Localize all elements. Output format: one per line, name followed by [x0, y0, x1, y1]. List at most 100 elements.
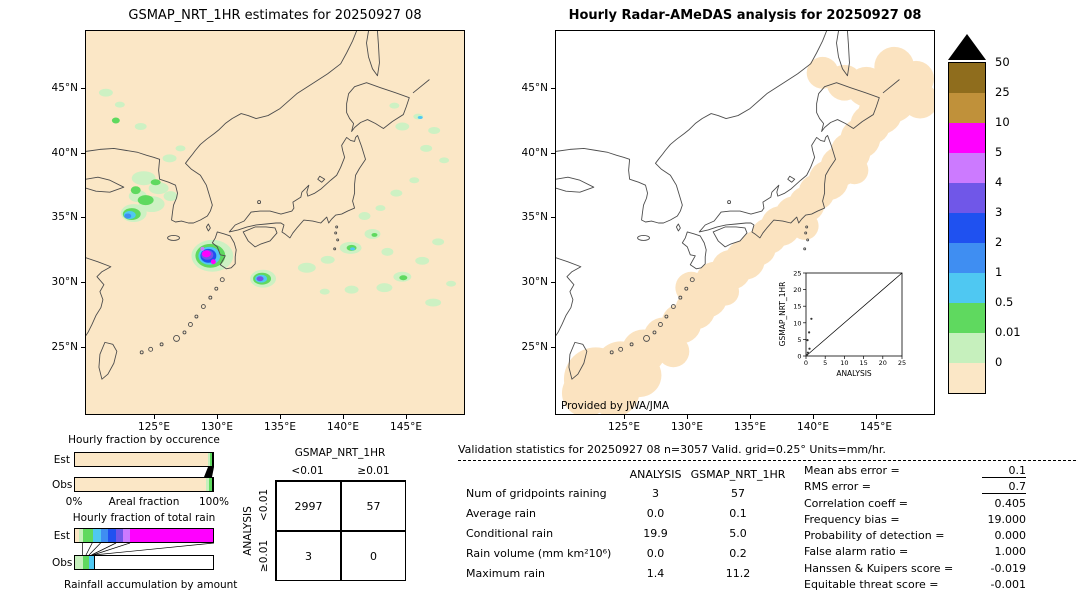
total-obs-bar — [74, 555, 214, 570]
bar-segment — [211, 478, 213, 491]
tick-mark — [154, 415, 155, 419]
colorbar-swatch — [949, 363, 985, 393]
tick-mark — [217, 415, 218, 419]
lon-label: 130°E — [671, 421, 703, 433]
colorbar-swatch — [949, 303, 985, 333]
colorbar-label: 4 — [995, 175, 1003, 189]
colorbar-label: 0 — [995, 355, 1003, 369]
stat-row-label: Average rain — [466, 506, 536, 520]
bar-segment — [208, 478, 212, 491]
tick-mark — [687, 415, 688, 419]
est-row-label: Est — [53, 454, 70, 466]
accumulation-caption: Rainfall accumulation by amount — [64, 579, 238, 591]
tick-mark — [551, 88, 555, 89]
svg-text:10: 10 — [840, 359, 848, 367]
score-label: False alarm ratio = — [804, 545, 909, 559]
stat-analysis-value: 19.9 — [643, 526, 668, 540]
colorbar-swatch — [949, 273, 985, 303]
bar-segment — [130, 529, 213, 542]
stats-title: Validation statistics for 20250927 08 n=… — [458, 443, 886, 456]
stat-line: Hanssen & Kuipers score = -0.019 — [804, 562, 1076, 578]
stat-row-label: Conditional rain — [466, 526, 554, 540]
contingency-col-header: <0.01 — [291, 465, 324, 477]
fraction-charts: Hourly fraction by occurence Est Obs 0% … — [52, 432, 237, 610]
svg-text:0: 0 — [797, 353, 801, 361]
stat-line: Frequency bias = 19.000 — [804, 513, 1076, 529]
score-value: 0.405 — [994, 496, 1027, 510]
tick-mark — [81, 88, 85, 89]
score-label: Frequency bias = — [804, 512, 900, 526]
bar-segment — [101, 529, 109, 542]
colorbar-label: 3 — [995, 205, 1003, 219]
inset-points — [805, 317, 813, 357]
lon-label: 130°E — [201, 421, 233, 433]
radar-amedas-map-panel: Hourly Radar-AMeDAS analysis for 2025092… — [522, 8, 935, 433]
bar-segment — [108, 529, 117, 542]
gsmap-rain-field — [98, 88, 457, 307]
svg-text:25: 25 — [898, 359, 906, 367]
stat-gsmap-value: 5.0 — [729, 526, 747, 540]
colorbar-swatch — [949, 333, 985, 363]
colorbar-label: 0.01 — [995, 325, 1021, 339]
bar-segment — [92, 529, 102, 542]
colorbar-swatch — [949, 183, 985, 213]
dashed-rule — [458, 460, 1076, 461]
bar-segment — [209, 453, 212, 466]
score-label: Correlation coeff = — [804, 496, 908, 510]
bar-segment — [75, 478, 207, 491]
lat-label: 40°N — [51, 147, 78, 159]
score-list: Mean abs error = 0.1 RMS error = 0.7 Cor… — [788, 463, 1076, 594]
bar-segment — [83, 529, 93, 542]
score-label: Equitable threat score = — [804, 578, 939, 592]
bar-segment — [75, 556, 84, 569]
bar-segment — [123, 529, 131, 542]
contingency-cell: 57 — [341, 481, 406, 531]
tick-mark — [81, 347, 85, 348]
colorbar-label: 25 — [995, 85, 1010, 99]
bar-segment — [75, 529, 80, 542]
obs-row-label: Obs — [52, 557, 73, 569]
total-est-bar — [74, 528, 214, 543]
radar-rain-map-svg — [556, 31, 934, 414]
bar-segment — [208, 453, 210, 466]
svg-text:15: 15 — [793, 303, 801, 311]
total-rain-chart-title: Hourly fraction of total rain — [72, 512, 216, 524]
occurrence-est-bar — [74, 452, 214, 467]
table-row: Average rain 0.0 0.1 — [458, 503, 788, 523]
tick-mark — [551, 347, 555, 348]
colorbar-label: 2 — [995, 235, 1003, 249]
table-row: Conditional rain 19.9 5.0 — [458, 523, 788, 543]
stat-line: Equitable threat score = -0.001 — [804, 578, 1076, 594]
stat-row-label: Num of gridpoints raining — [466, 486, 607, 500]
bar-segment — [89, 556, 94, 569]
stat-analysis-value: 3 — [652, 486, 659, 500]
bar-segment — [79, 529, 84, 542]
contingency-table: GSMAP_NRT_1HR <0.01 ≥0.01 ANALYSIS <0.01… — [240, 443, 412, 593]
bar-segment — [93, 556, 95, 569]
score-value: 1.000 — [994, 545, 1027, 559]
scatter-inset-svg: 0 5 10 15 20 25 0 5 10 15 20 25 ANALYSIS… — [778, 270, 906, 379]
contingency-cell: 0 — [341, 531, 406, 581]
axis-max-label: 100% — [198, 496, 230, 508]
contingency-row-header: ≥0.01 — [258, 539, 270, 573]
tick-mark — [750, 415, 751, 419]
right-map-title: Hourly Radar-AMeDAS analysis for 2025092… — [568, 8, 922, 23]
colorbar-swatch — [949, 243, 985, 273]
stat-line: Mean abs error = 0.1 — [804, 464, 1076, 480]
score-label: Mean abs error = — [804, 464, 900, 477]
score-value: -0.019 — [990, 561, 1026, 575]
colorbar-swatch — [949, 213, 985, 243]
colorbar-swatch — [949, 63, 985, 93]
obs-row-label: Obs — [52, 479, 73, 491]
tick-mark — [406, 415, 407, 419]
stat-row-label: Rain volume (mm km²10⁶) — [466, 546, 612, 560]
lat-label: 25°N — [51, 341, 78, 353]
colorbar-swatch — [949, 93, 985, 123]
score-value: 0.7 — [982, 480, 1026, 495]
colorbar-swatch — [949, 153, 985, 183]
lon-label: 145°E — [390, 421, 422, 433]
stat-line: RMS error = 0.7 — [804, 480, 1076, 496]
tick-mark — [624, 415, 625, 419]
bar-segment — [206, 478, 209, 491]
